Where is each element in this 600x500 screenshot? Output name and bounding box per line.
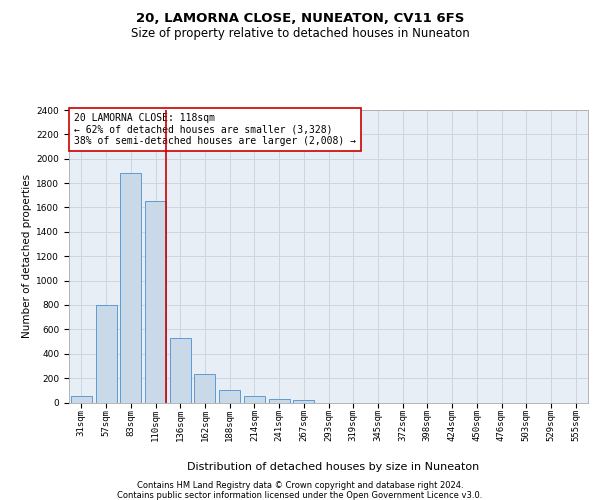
Text: Size of property relative to detached houses in Nuneaton: Size of property relative to detached ho…: [131, 28, 469, 40]
Bar: [293, 400, 314, 402]
Bar: [145, 202, 166, 402]
Bar: [219, 390, 240, 402]
Bar: [244, 396, 265, 402]
Bar: [170, 338, 191, 402]
Bar: [95, 305, 116, 402]
Text: Contains HM Land Registry data © Crown copyright and database right 2024.: Contains HM Land Registry data © Crown c…: [137, 482, 463, 490]
Text: 20, LAMORNA CLOSE, NUNEATON, CV11 6FS: 20, LAMORNA CLOSE, NUNEATON, CV11 6FS: [136, 12, 464, 26]
Bar: [120, 174, 141, 402]
Text: Contains public sector information licensed under the Open Government Licence v3: Contains public sector information licen…: [118, 490, 482, 500]
Text: Distribution of detached houses by size in Nuneaton: Distribution of detached houses by size …: [187, 462, 479, 472]
Bar: [269, 399, 290, 402]
Bar: [194, 374, 215, 402]
Text: 20 LAMORNA CLOSE: 118sqm
← 62% of detached houses are smaller (3,328)
38% of sem: 20 LAMORNA CLOSE: 118sqm ← 62% of detach…: [74, 113, 356, 146]
Y-axis label: Number of detached properties: Number of detached properties: [22, 174, 32, 338]
Bar: [71, 396, 92, 402]
